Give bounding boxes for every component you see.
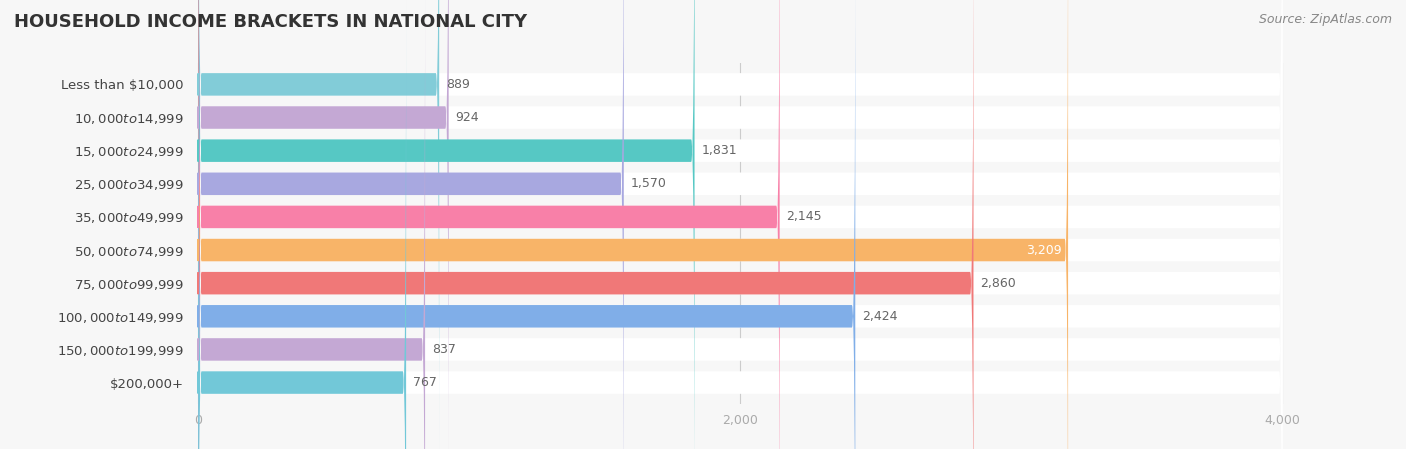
Text: 1,570: 1,570 [630, 177, 666, 190]
FancyBboxPatch shape [198, 0, 1282, 449]
Text: HOUSEHOLD INCOME BRACKETS IN NATIONAL CITY: HOUSEHOLD INCOME BRACKETS IN NATIONAL CI… [14, 13, 527, 31]
FancyBboxPatch shape [198, 0, 780, 449]
FancyBboxPatch shape [198, 0, 624, 449]
Text: 2,145: 2,145 [786, 211, 823, 224]
FancyBboxPatch shape [198, 0, 1282, 449]
Text: 3,209: 3,209 [1025, 243, 1062, 256]
Text: 924: 924 [456, 111, 479, 124]
FancyBboxPatch shape [198, 0, 1069, 449]
FancyBboxPatch shape [198, 0, 695, 449]
FancyBboxPatch shape [198, 0, 1282, 449]
Text: 2,860: 2,860 [980, 277, 1017, 290]
FancyBboxPatch shape [198, 0, 1282, 449]
FancyBboxPatch shape [198, 0, 425, 449]
Text: 837: 837 [432, 343, 456, 356]
Text: 1,831: 1,831 [702, 144, 737, 157]
FancyBboxPatch shape [198, 0, 1282, 449]
FancyBboxPatch shape [198, 0, 855, 449]
FancyBboxPatch shape [198, 0, 1282, 449]
FancyBboxPatch shape [198, 0, 1282, 449]
FancyBboxPatch shape [198, 0, 406, 449]
Text: Source: ZipAtlas.com: Source: ZipAtlas.com [1258, 13, 1392, 26]
Text: 767: 767 [413, 376, 437, 389]
FancyBboxPatch shape [198, 0, 1282, 449]
Text: 2,424: 2,424 [862, 310, 897, 323]
FancyBboxPatch shape [198, 0, 449, 449]
FancyBboxPatch shape [198, 0, 973, 449]
Text: 889: 889 [446, 78, 470, 91]
FancyBboxPatch shape [198, 0, 1282, 449]
FancyBboxPatch shape [198, 0, 439, 449]
FancyBboxPatch shape [198, 0, 1282, 449]
